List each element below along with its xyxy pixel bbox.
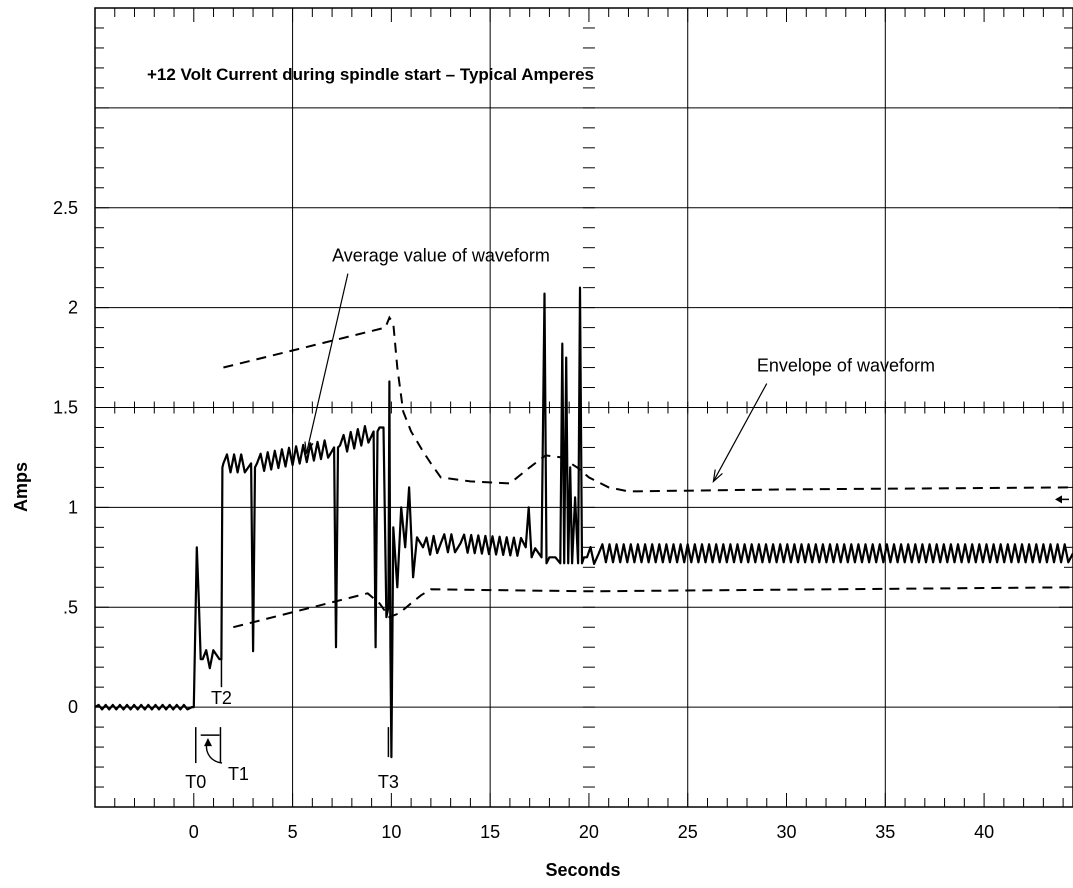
y-tick-label: 1.5 bbox=[53, 398, 78, 418]
plot-frame bbox=[94, 7, 1073, 808]
y-axis-title: Amps bbox=[11, 462, 31, 512]
right-edge-arrow-head bbox=[1055, 495, 1062, 504]
y-tick-label: 0 bbox=[68, 697, 78, 717]
annotations: Average value of waveform Envelope of wav… bbox=[304, 246, 1069, 504]
x-tick-label: 40 bbox=[974, 822, 994, 842]
y-tick-label: .5 bbox=[63, 597, 78, 617]
waveform-line bbox=[94, 286, 1073, 759]
x-tick-label: 35 bbox=[875, 822, 895, 842]
lower-envelope-line bbox=[233, 586, 1073, 629]
plot-border bbox=[94, 7, 1073, 808]
x-tick-labels: 0 5 10 15 20 25 30 35 40 bbox=[189, 822, 994, 842]
x-tick-label: 25 bbox=[678, 822, 698, 842]
x-tick-label: 15 bbox=[480, 822, 500, 842]
marker-t1-pointer-head bbox=[204, 738, 213, 747]
y-tick-label: 2 bbox=[68, 298, 78, 318]
marker-label-t0: T0 bbox=[185, 772, 206, 792]
x-tick-label: 5 bbox=[288, 822, 298, 842]
x-axis-title: Seconds bbox=[545, 860, 620, 880]
y-tick-labels: 0 .5 1 1.5 2 2.5 bbox=[53, 198, 78, 717]
annotation-arrow-line bbox=[305, 273, 349, 454]
annotation-average-label: Average value of waveform bbox=[332, 246, 550, 266]
upper-envelope-line bbox=[223, 315, 1073, 493]
y-tick-label: 2.5 bbox=[53, 198, 78, 218]
marker-label-t3: T3 bbox=[378, 772, 399, 792]
marker-label-t2: T2 bbox=[211, 688, 232, 708]
annotation-arrow-head bbox=[712, 469, 723, 483]
x-tick-label: 10 bbox=[381, 822, 401, 842]
series-group bbox=[94, 286, 1073, 759]
x-tick-label: 20 bbox=[579, 822, 599, 842]
x-tick-label: 0 bbox=[189, 822, 199, 842]
timing-markers: T0 T1 T2 T3 bbox=[185, 659, 399, 792]
y-tick-label: 1 bbox=[68, 497, 78, 517]
marker-label-t1: T1 bbox=[228, 764, 249, 784]
x-tick-label: 30 bbox=[776, 822, 796, 842]
annotation-arrow-head bbox=[304, 441, 314, 456]
annotation-envelope-label: Envelope of waveform bbox=[757, 356, 935, 376]
chart-title: +12 Volt Current during spindle start – … bbox=[147, 65, 594, 84]
minor-ticks bbox=[95, 8, 1073, 807]
annotation-arrow-line bbox=[712, 383, 768, 482]
